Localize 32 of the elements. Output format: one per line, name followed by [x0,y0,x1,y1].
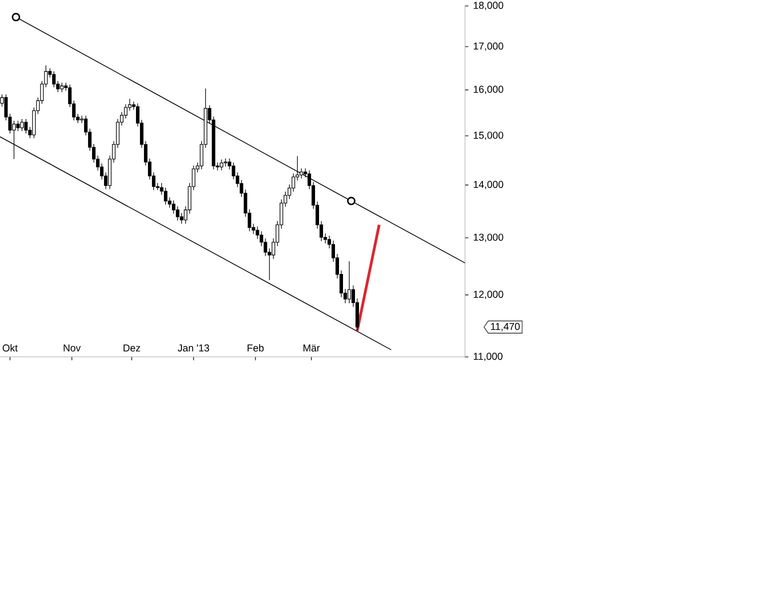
candlestick [180,212,184,224]
y-tick-label: 18,000 [474,2,504,10]
candlestick [16,120,20,132]
candlestick [164,187,168,205]
x-tick-label: Dez [124,344,140,352]
candlestick [292,173,296,192]
candlestick [232,162,236,180]
x-tick-label: Jan '13 [178,344,210,352]
y-tick-label: 15,000 [474,132,504,140]
y-tick-label: 11,000 [474,352,502,362]
x-tick-label: Nov [64,344,81,352]
candlestick [60,82,64,92]
x-tick-label: Okt [2,344,18,352]
x-tick-label: Feb [248,344,264,352]
text: 11,470 [491,322,520,332]
candlestick [52,71,56,88]
candlestick [176,206,180,221]
x-tick-label: Mär [304,344,320,352]
y-tick-label: 13,000 [474,234,504,242]
candlestick [220,159,224,171]
y-tick-label: 16,000 [474,86,504,94]
candlestick [24,118,28,134]
y-tick-label: 17,000 [474,42,504,51]
candlestick [348,260,351,304]
candlestick [20,118,24,132]
candlestick [172,200,176,214]
y-tick-label: 12,000 [474,290,504,300]
y-tick-label: 14,000 [474,180,504,190]
candlestick [224,158,228,167]
candlestick [300,168,304,179]
candlestick [256,226,260,240]
candlestick [124,104,128,119]
